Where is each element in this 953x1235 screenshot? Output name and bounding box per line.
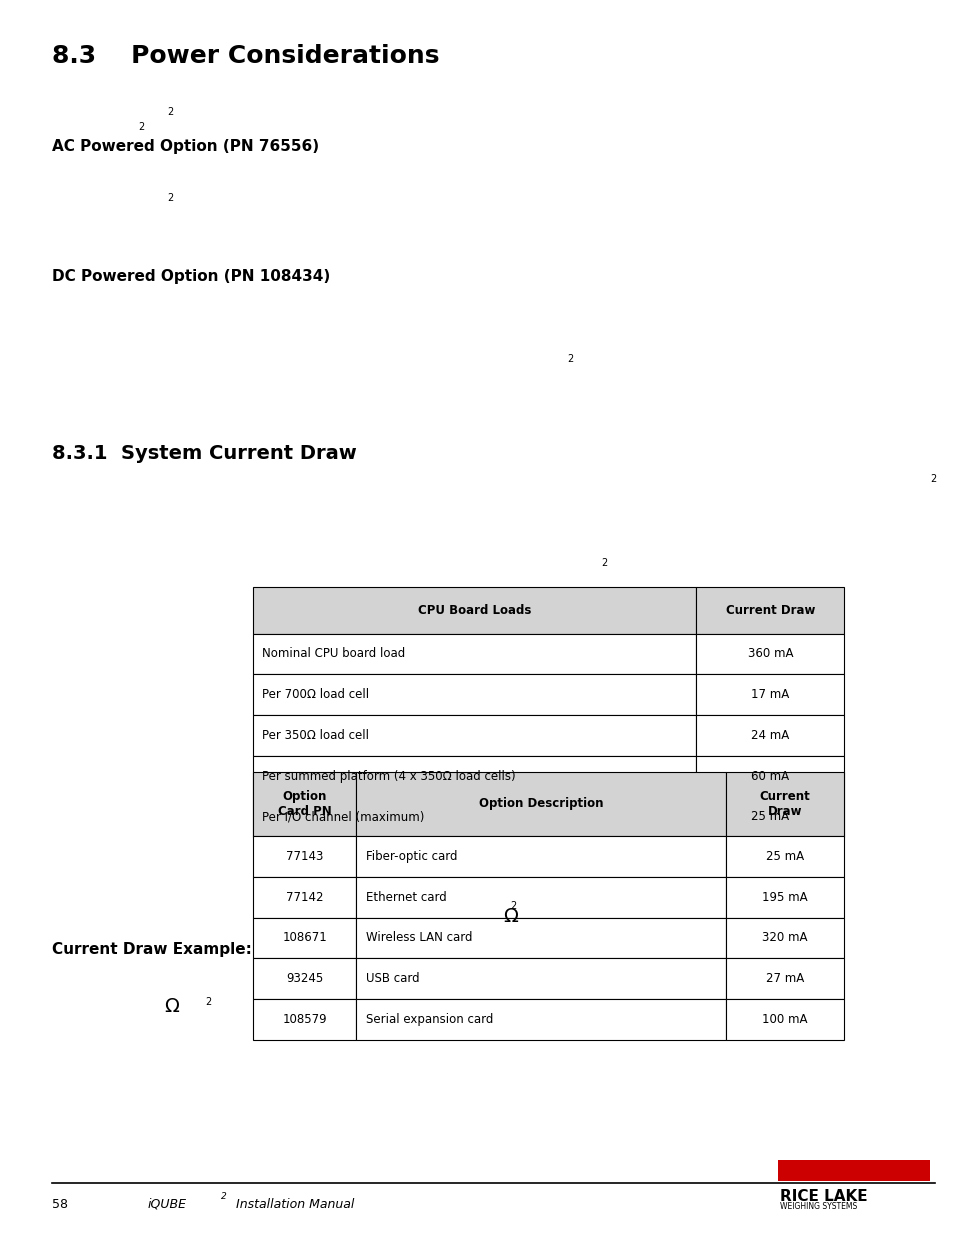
Text: 2: 2 [221, 1192, 227, 1202]
Bar [253, 797, 696, 837]
Text: iQUBE: iQUBE [148, 1198, 187, 1210]
Text: 320 mA: 320 mA [761, 931, 807, 945]
Bar [725, 918, 843, 958]
Text: 2: 2 [600, 558, 607, 568]
Bar [253, 715, 696, 756]
Text: Per 700Ω load cell: Per 700Ω load cell [262, 688, 369, 701]
Bar [253, 999, 356, 1040]
Bar [725, 958, 843, 999]
Text: WEIGHING SYSTEMS: WEIGHING SYSTEMS [780, 1202, 857, 1210]
Text: Current Draw: Current Draw [725, 604, 814, 616]
Text: 2: 2 [205, 997, 212, 1007]
Bar [356, 836, 725, 877]
Bar [356, 958, 725, 999]
Text: Serial expansion card: Serial expansion card [366, 1013, 493, 1026]
Text: Option Description: Option Description [478, 798, 603, 810]
Text: 93245: 93245 [286, 972, 323, 986]
Text: Wireless LAN card: Wireless LAN card [366, 931, 472, 945]
Text: 108579: 108579 [282, 1013, 327, 1026]
Bar [253, 674, 696, 715]
Text: 24 mA: 24 mA [750, 729, 789, 742]
Text: 2: 2 [510, 902, 517, 911]
Text: Option
Card PN: Option Card PN [277, 790, 331, 818]
Text: 17 mA: 17 mA [750, 688, 789, 701]
Bar [253, 958, 356, 999]
Bar [696, 756, 843, 797]
Bar [253, 634, 696, 674]
Text: AC Powered Option (PN 76556): AC Powered Option (PN 76556) [52, 140, 319, 154]
Bar [356, 877, 725, 918]
Text: CPU Board Loads: CPU Board Loads [417, 604, 531, 616]
Text: 25 mA: 25 mA [765, 850, 803, 863]
Text: Per summed platform (4 x 350Ω load cells): Per summed platform (4 x 350Ω load cells… [262, 769, 516, 783]
Bar [356, 999, 725, 1040]
Bar [356, 918, 725, 958]
Text: RICE LAKE: RICE LAKE [780, 1189, 867, 1204]
Bar [696, 634, 843, 674]
Bar [696, 715, 843, 756]
Text: Fiber-optic card: Fiber-optic card [366, 850, 456, 863]
Text: 8.3    Power Considerations: 8.3 Power Considerations [52, 44, 439, 68]
Bar [253, 836, 356, 877]
Text: 360 mA: 360 mA [747, 647, 792, 661]
Text: Ethernet card: Ethernet card [366, 890, 446, 904]
Text: 25 mA: 25 mA [751, 810, 788, 824]
Bar [725, 836, 843, 877]
Text: 8.3.1  System Current Draw: 8.3.1 System Current Draw [52, 445, 356, 463]
Bar [725, 999, 843, 1040]
Text: Installation Manual: Installation Manual [232, 1198, 354, 1210]
Text: Per 350Ω load cell: Per 350Ω load cell [262, 729, 369, 742]
Text: 27 mA: 27 mA [765, 972, 803, 986]
Text: 77143: 77143 [286, 850, 323, 863]
Text: Ω: Ω [502, 906, 517, 926]
Bar [696, 587, 843, 634]
Bar [696, 797, 843, 837]
Text: 2: 2 [138, 122, 145, 132]
Text: 2: 2 [929, 474, 936, 484]
Text: 2: 2 [567, 354, 574, 364]
Bar [253, 772, 356, 836]
Text: Current
Draw: Current Draw [759, 790, 810, 818]
Bar [253, 877, 356, 918]
Text: DC Powered Option (PN 108434): DC Powered Option (PN 108434) [52, 269, 331, 284]
Bar [725, 772, 843, 836]
Bar [696, 674, 843, 715]
Text: 58: 58 [52, 1198, 69, 1210]
Text: 108671: 108671 [282, 931, 327, 945]
Bar [725, 877, 843, 918]
Text: USB card: USB card [366, 972, 419, 986]
Bar [253, 756, 696, 797]
Bar [777, 1160, 929, 1181]
Text: Ω: Ω [164, 997, 179, 1016]
Text: 100 mA: 100 mA [761, 1013, 807, 1026]
Text: 77142: 77142 [286, 890, 323, 904]
Text: Nominal CPU board load: Nominal CPU board load [262, 647, 405, 661]
Text: Current Draw Example:: Current Draw Example: [52, 942, 253, 957]
Text: Per I/O channel (maximum): Per I/O channel (maximum) [262, 810, 424, 824]
Text: 2: 2 [167, 107, 173, 117]
Text: 2: 2 [167, 193, 173, 203]
Text: 195 mA: 195 mA [761, 890, 807, 904]
Bar [356, 772, 725, 836]
Bar [253, 918, 356, 958]
Text: 60 mA: 60 mA [751, 769, 788, 783]
Bar [253, 587, 696, 634]
